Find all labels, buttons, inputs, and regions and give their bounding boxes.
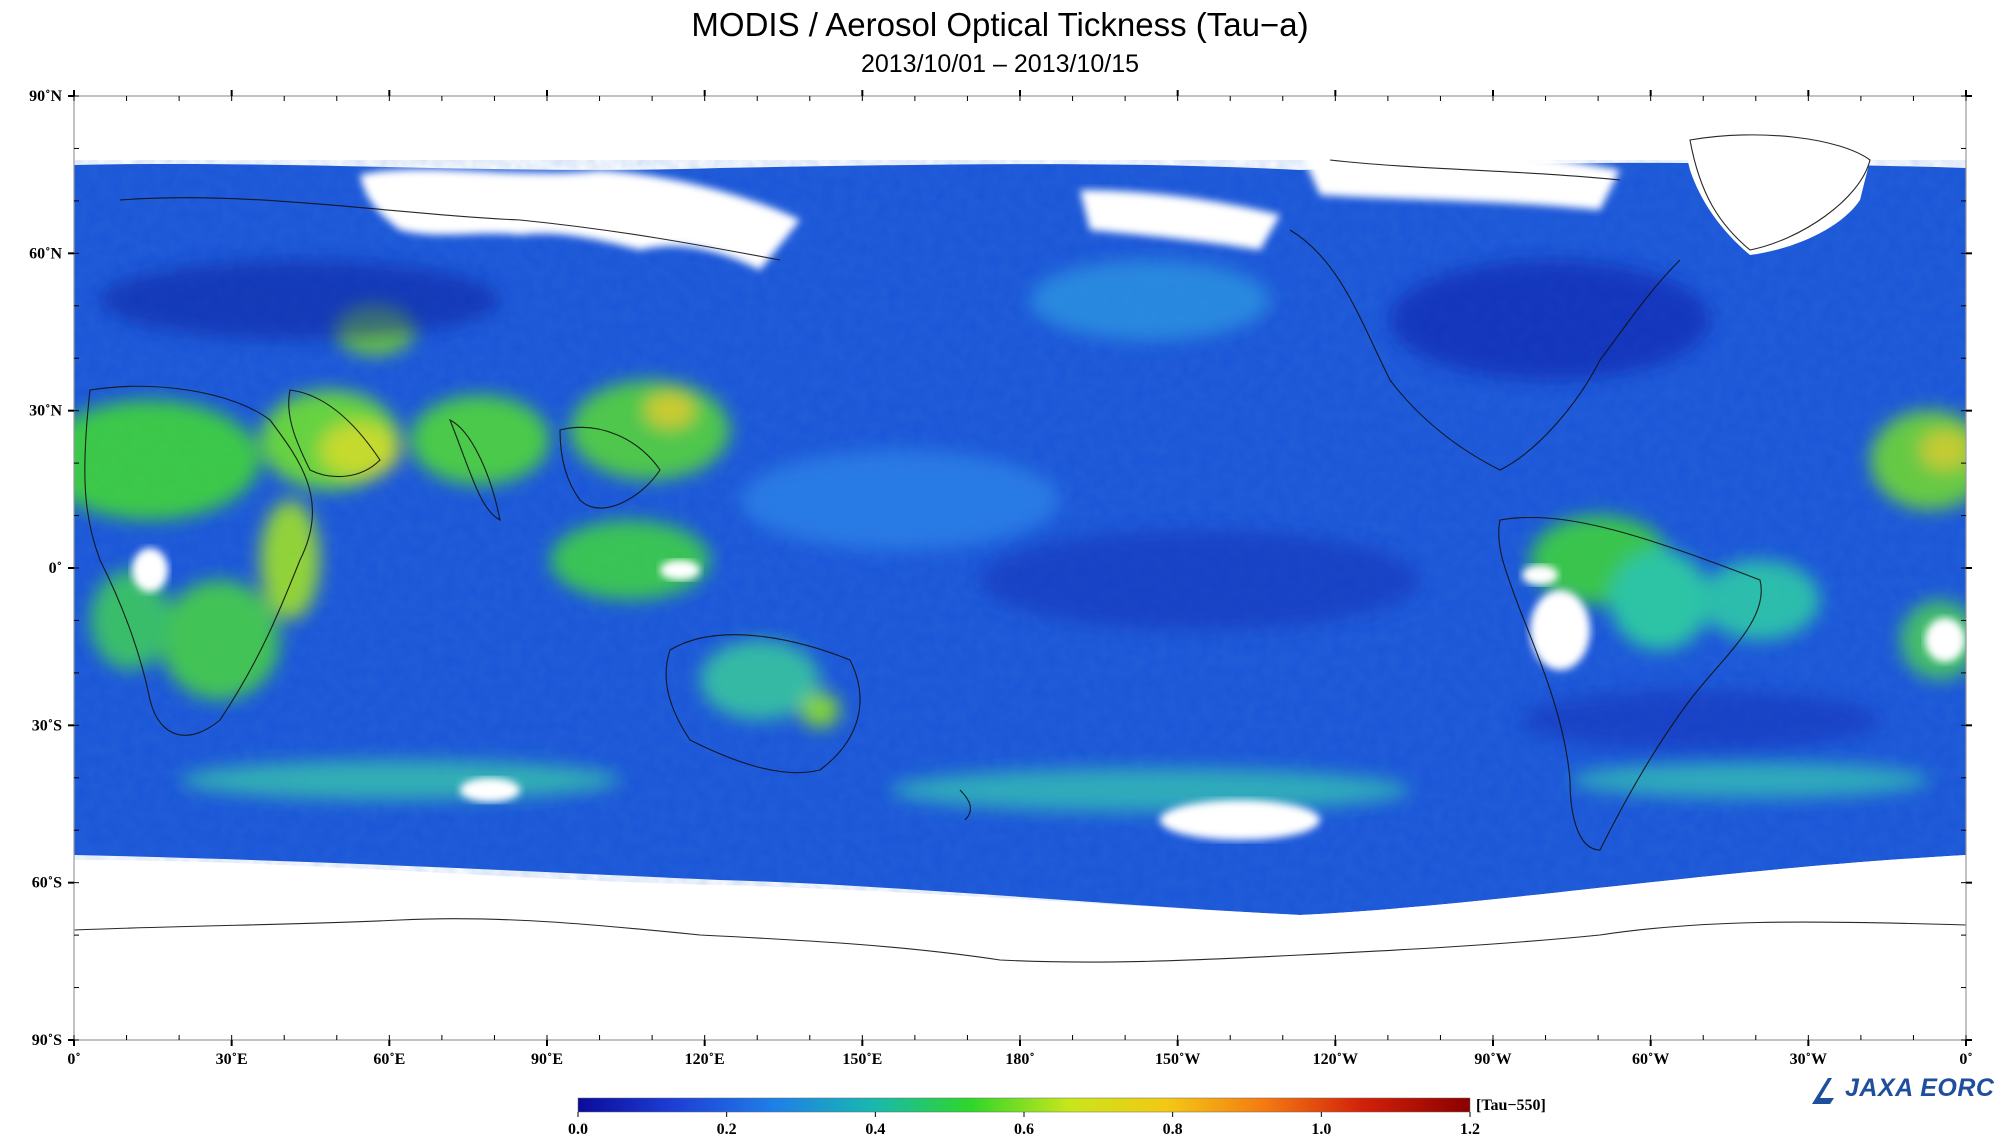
- colorbar-tick-label: 1.0: [1311, 1121, 1331, 1135]
- lon-label: 30˚W: [1790, 1051, 1827, 1068]
- lon-label: 180˚: [1005, 1051, 1034, 1068]
- lon-label: 60˚W: [1632, 1051, 1669, 1068]
- coastlines: [74, 134, 1966, 963]
- map-title: MODIS / Aerosol Optical Tickness (Tau−a): [691, 6, 1309, 43]
- colorbar: 0.0 0.2 0.4 0.6 0.8 1.0 1.2 [Tau−550]: [568, 1097, 1546, 1135]
- colorbar-tick-label: 1.2: [1460, 1121, 1480, 1135]
- colorbar-tick-label: 0.0: [568, 1121, 588, 1135]
- low-aerosol-regions: [100, 260, 1880, 750]
- latitude-axis: 90˚N 60˚N 30˚N 0˚ 30˚S 60˚S 90˚S: [29, 88, 1972, 1049]
- lon-label: 120˚E: [685, 1051, 725, 1068]
- jaxa-eorc-logo: [1812, 1078, 1834, 1104]
- lon-label: 120˚W: [1313, 1051, 1358, 1068]
- lon-label: 90˚E: [531, 1051, 563, 1068]
- lon-label: 60˚E: [373, 1051, 405, 1068]
- lat-label: 90˚S: [32, 1032, 62, 1049]
- lat-label: 30˚S: [32, 717, 62, 734]
- colorbar-tick-label: 0.6: [1014, 1121, 1034, 1135]
- lon-label: 0˚: [67, 1051, 80, 1068]
- no-data-areas: [74, 128, 1966, 1040]
- lon-label: 150˚E: [842, 1051, 882, 1068]
- colorbar-ticks: 0.0 0.2 0.4 0.6 0.8 1.0 1.2: [568, 1112, 1480, 1135]
- colorbar-tick-label: 0.4: [865, 1121, 885, 1135]
- longitude-axis: 0˚ 30˚E 60˚E 90˚E 120˚E 150˚E 180˚ 150˚W 120˚W 90…: [67, 90, 1973, 1068]
- lon-label: 30˚E: [216, 1051, 248, 1068]
- lat-label: 30˚N: [29, 403, 62, 420]
- colorbar-tick-label: 0.2: [717, 1121, 737, 1135]
- logo-text: JAXA EORC: [1845, 1074, 1995, 1102]
- map-subtitle: 2013/10/01 – 2013/10/15: [860, 50, 1140, 78]
- colorbar-tick-label: 0.8: [1163, 1121, 1183, 1135]
- colorbar-unit-label: [Tau−550]: [1476, 1097, 1546, 1114]
- lon-label: 150˚W: [1155, 1051, 1200, 1068]
- map-panel: [74, 96, 1966, 1040]
- lon-label: 0˚: [1959, 1051, 1972, 1068]
- colorbar-bar: [577, 1097, 1471, 1113]
- lon-label: 90˚W: [1474, 1051, 1511, 1068]
- lat-label: 90˚N: [29, 88, 62, 105]
- lat-label: 0˚: [49, 560, 62, 577]
- lat-label: 60˚S: [32, 875, 62, 892]
- lat-label: 60˚N: [29, 245, 62, 262]
